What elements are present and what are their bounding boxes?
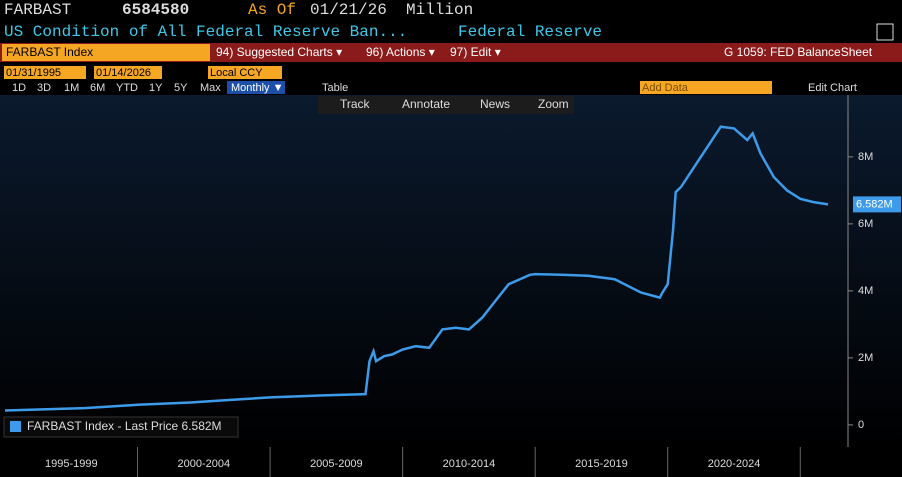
tool-button[interactable]: Annotate [402,97,450,111]
x-axis-band [0,447,902,477]
y-tick-label: 8M [858,151,873,163]
tool-button[interactable]: Track [340,97,371,111]
menu-item[interactable]: 96) Actions ▾ [366,45,435,59]
start-box[interactable] [4,66,86,79]
y-tick-label: 2M [858,352,873,364]
y-tick-label: 0 [858,419,864,431]
legend-box [3,416,239,438]
range-button[interactable]: 1D [12,82,26,94]
date: 01/21/26 [310,1,387,19]
x-band-label: 2015-2019 [575,458,628,470]
range-button[interactable]: 1M [64,82,79,94]
start-date[interactable]: 01/31/1995 [6,67,61,79]
range-button[interactable]: 6M [90,82,105,94]
tool-button[interactable]: News [480,97,510,111]
value: 6584580 [122,1,189,19]
range-button[interactable]: YTD [116,82,138,94]
y-tick-label: 4M [858,285,873,297]
x-band-label: 2010-2014 [443,458,496,470]
frequency[interactable]: Monthly ▼ [231,82,283,94]
range-button[interactable]: 1Y [149,82,163,94]
freq-box[interactable] [227,81,285,94]
popout-icon[interactable] [876,23,894,41]
unit: Million [406,1,473,19]
x-band-label: 2005-2009 [310,458,363,470]
as-of: As Of [248,1,296,19]
tool-button[interactable]: Zoom [538,97,569,111]
x-band-label: 2020-2024 [708,458,761,470]
last-price-badge [853,196,901,213]
range-button[interactable]: 5Y [174,82,188,94]
last-price-label: 6.582M [856,198,893,210]
menu-item[interactable]: 97) Edit ▾ [450,45,501,59]
ticker: FARBAST [4,1,71,19]
y-tick-label: 6M [858,218,873,230]
tool-bar [318,96,574,114]
menu-item[interactable]: 94) Suggested Charts ▾ [216,45,342,59]
security[interactable]: FARBAST Index [6,45,93,59]
end-date[interactable]: 01/14/2026 [96,67,151,79]
legend-label: FARBAST Index - Last Price 6.582M [27,419,222,433]
plot-background [0,95,902,447]
menu-bar [0,43,902,62]
table[interactable]: Table [322,82,348,94]
add-data[interactable]: Add Data [642,82,689,94]
security-box[interactable] [2,44,210,61]
add-data-box[interactable] [640,81,772,94]
ccy-box[interactable] [208,66,282,79]
chart-id: G 1059: FED BalanceSheet [724,45,873,59]
legend-swatch [10,421,21,432]
x-band-label: 1995-1999 [45,458,98,470]
series-line [4,125,829,412]
end-box[interactable] [94,66,162,79]
edit-chart[interactable]: Edit Chart [808,82,857,94]
range-button[interactable]: Max [200,82,221,94]
range-button[interactable]: 3D [37,82,51,94]
source: Federal Reserve [458,23,602,41]
x-band-label: 2000-2004 [178,458,231,470]
description: US Condition of All Federal Reserve Ban.… [4,23,407,41]
currency[interactable]: Local CCY [210,67,263,79]
